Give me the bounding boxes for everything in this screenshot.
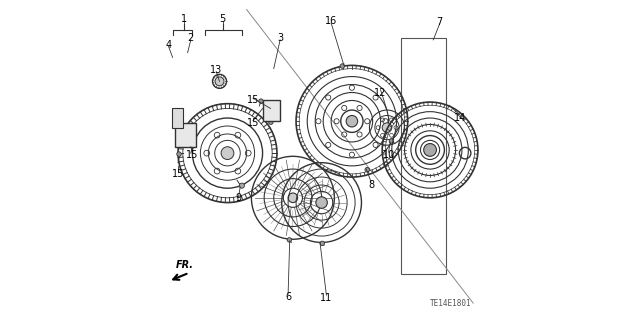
Circle shape bbox=[215, 77, 224, 86]
Circle shape bbox=[239, 183, 244, 188]
Circle shape bbox=[382, 123, 392, 132]
FancyBboxPatch shape bbox=[262, 100, 280, 121]
Circle shape bbox=[191, 144, 195, 148]
Text: 12: 12 bbox=[374, 87, 387, 98]
Text: 15: 15 bbox=[247, 118, 259, 128]
Circle shape bbox=[316, 197, 327, 208]
Text: 16: 16 bbox=[325, 16, 337, 26]
Circle shape bbox=[221, 147, 234, 160]
Text: 1: 1 bbox=[181, 14, 188, 24]
Text: 4: 4 bbox=[165, 40, 172, 50]
Text: 15: 15 bbox=[172, 169, 184, 179]
Circle shape bbox=[269, 120, 273, 124]
Text: 2: 2 bbox=[188, 33, 194, 43]
Text: 6: 6 bbox=[285, 292, 291, 302]
Text: 7: 7 bbox=[436, 17, 443, 27]
FancyBboxPatch shape bbox=[175, 123, 196, 147]
Text: 5: 5 bbox=[220, 14, 226, 24]
Text: TE14E1801: TE14E1801 bbox=[430, 299, 472, 308]
Circle shape bbox=[287, 238, 292, 242]
Circle shape bbox=[177, 152, 181, 156]
FancyBboxPatch shape bbox=[172, 108, 183, 128]
Circle shape bbox=[340, 64, 344, 68]
Circle shape bbox=[320, 241, 324, 246]
Circle shape bbox=[288, 193, 298, 203]
Text: 14: 14 bbox=[454, 113, 467, 123]
Text: 13: 13 bbox=[210, 65, 223, 75]
Text: 8: 8 bbox=[368, 180, 374, 190]
Text: 3: 3 bbox=[277, 33, 283, 43]
Circle shape bbox=[346, 115, 358, 127]
Circle shape bbox=[365, 167, 369, 172]
Text: 10: 10 bbox=[383, 150, 395, 160]
Text: FR.: FR. bbox=[175, 260, 193, 270]
Text: 9: 9 bbox=[236, 193, 242, 203]
Text: 15: 15 bbox=[247, 95, 259, 106]
Text: 15: 15 bbox=[186, 150, 198, 160]
Circle shape bbox=[259, 99, 263, 103]
Circle shape bbox=[424, 144, 436, 156]
Circle shape bbox=[389, 139, 394, 143]
Text: 11: 11 bbox=[320, 293, 333, 303]
